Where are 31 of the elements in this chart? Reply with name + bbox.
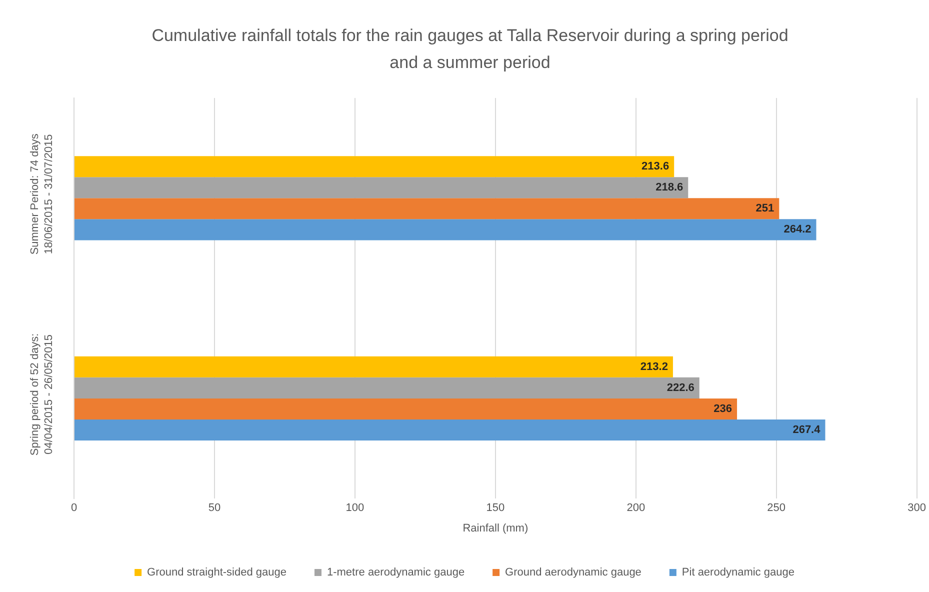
- legend-label: Ground aerodynamic gauge: [505, 566, 642, 579]
- data-label: 222.6: [666, 382, 694, 394]
- x-tick-label: 200: [626, 502, 646, 514]
- bar: [74, 356, 673, 378]
- legend-label: Ground straight-sided gauge: [147, 566, 286, 579]
- x-tick-label: 100: [346, 502, 364, 514]
- x-tick-label: 150: [486, 502, 505, 514]
- x-axis-title: Rainfall (mm): [462, 522, 528, 534]
- bar: [74, 377, 700, 398]
- bar: [74, 198, 780, 220]
- x-tick-label: 0: [70, 502, 78, 514]
- legend-label: 1-metre aerodynamic gauge: [326, 566, 465, 579]
- data-label: 251: [756, 202, 774, 215]
- bar: [74, 419, 826, 441]
- y-tick-label: Summer Period: 74 days 18/06/2015 - 31/07/2015: [29, 133, 56, 255]
- legend-label: Pit aerodynamic gauge: [682, 566, 794, 579]
- data-label: 267.4: [792, 424, 822, 436]
- bar: [74, 177, 688, 198]
- data-label: 218.6: [656, 182, 684, 194]
- x-tick-label: 250: [767, 502, 786, 514]
- data-label: 236: [714, 402, 732, 415]
- x-tick-label: 50: [208, 502, 221, 514]
- data-label: 213.6: [642, 160, 670, 173]
- y-tick-label: Spring period of 52 days: 04/04/2015 - 26/05/2015: [29, 333, 56, 456]
- bar: [74, 156, 674, 178]
- data-label: 264.2: [784, 224, 812, 236]
- bar: [74, 219, 816, 240]
- chart-title: Cumulative rainfall totals for the rain gauges at Talla Reservoir during a spring period and a summer period: [150, 25, 790, 74]
- bar: [74, 398, 738, 420]
- x-tick-label: 300: [908, 502, 926, 514]
- data-label: 213.2: [640, 360, 668, 373]
